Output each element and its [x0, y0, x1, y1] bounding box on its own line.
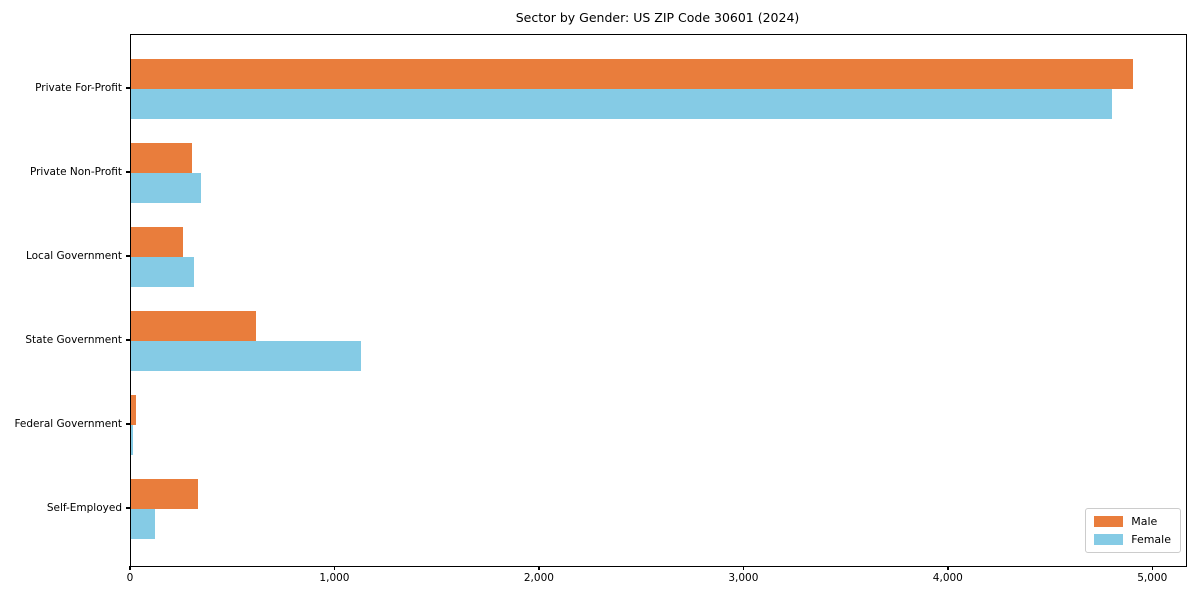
female-series-swatch — [1094, 534, 1124, 545]
x-tick-label: 5,000 — [1137, 572, 1168, 584]
y-tick-mark — [126, 255, 130, 257]
y-tick-mark — [126, 507, 130, 509]
bar-female — [131, 257, 195, 287]
bar-male — [131, 395, 137, 425]
y-tick-label: Private Non-Profit — [29, 166, 122, 178]
bar-female — [131, 173, 201, 203]
legend-label-male: Male — [1131, 515, 1158, 528]
y-tick-label: Federal Government — [14, 418, 122, 430]
plot-area: Male Female — [130, 34, 1187, 567]
male-series-swatch — [1094, 516, 1124, 527]
bar-male — [131, 479, 199, 509]
x-tick-label: 3,000 — [728, 572, 759, 584]
chart-title: Sector by Gender: US ZIP Code 30601 (202… — [515, 10, 800, 25]
x-tick-mark — [129, 566, 131, 570]
y-tick-mark — [126, 423, 130, 425]
bar-male — [131, 227, 184, 257]
y-tick-mark — [126, 339, 130, 341]
legend-entry-male: Male — [1094, 515, 1171, 528]
y-tick-mark — [126, 171, 130, 173]
x-tick-mark — [947, 566, 949, 570]
y-tick-mark — [126, 87, 130, 89]
y-tick-label: Private For-Profit — [35, 82, 122, 94]
legend-entry-female: Female — [1094, 533, 1171, 546]
bar-male — [131, 59, 1133, 89]
bar-male — [131, 311, 256, 341]
bar-male — [131, 143, 193, 173]
legend-label-female: Female — [1131, 533, 1171, 546]
bar-female — [131, 425, 133, 455]
y-tick-label: State Government — [25, 334, 122, 346]
x-tick-mark — [1151, 566, 1153, 570]
x-tick-label: 2,000 — [523, 572, 554, 584]
x-tick-label: 4,000 — [932, 572, 963, 584]
bar-female — [131, 341, 361, 371]
y-tick-label: Local Government — [25, 250, 122, 262]
x-tick-label: 1,000 — [319, 572, 350, 584]
bar-female — [131, 509, 155, 539]
x-tick-mark — [333, 566, 336, 570]
x-tick-mark — [538, 566, 540, 570]
x-tick-mark — [742, 566, 745, 570]
y-tick-label: Self-Employed — [46, 502, 122, 514]
legend: Male Female — [1085, 508, 1181, 553]
bar-female — [131, 89, 1113, 119]
x-tick-label: 0 — [126, 572, 134, 584]
